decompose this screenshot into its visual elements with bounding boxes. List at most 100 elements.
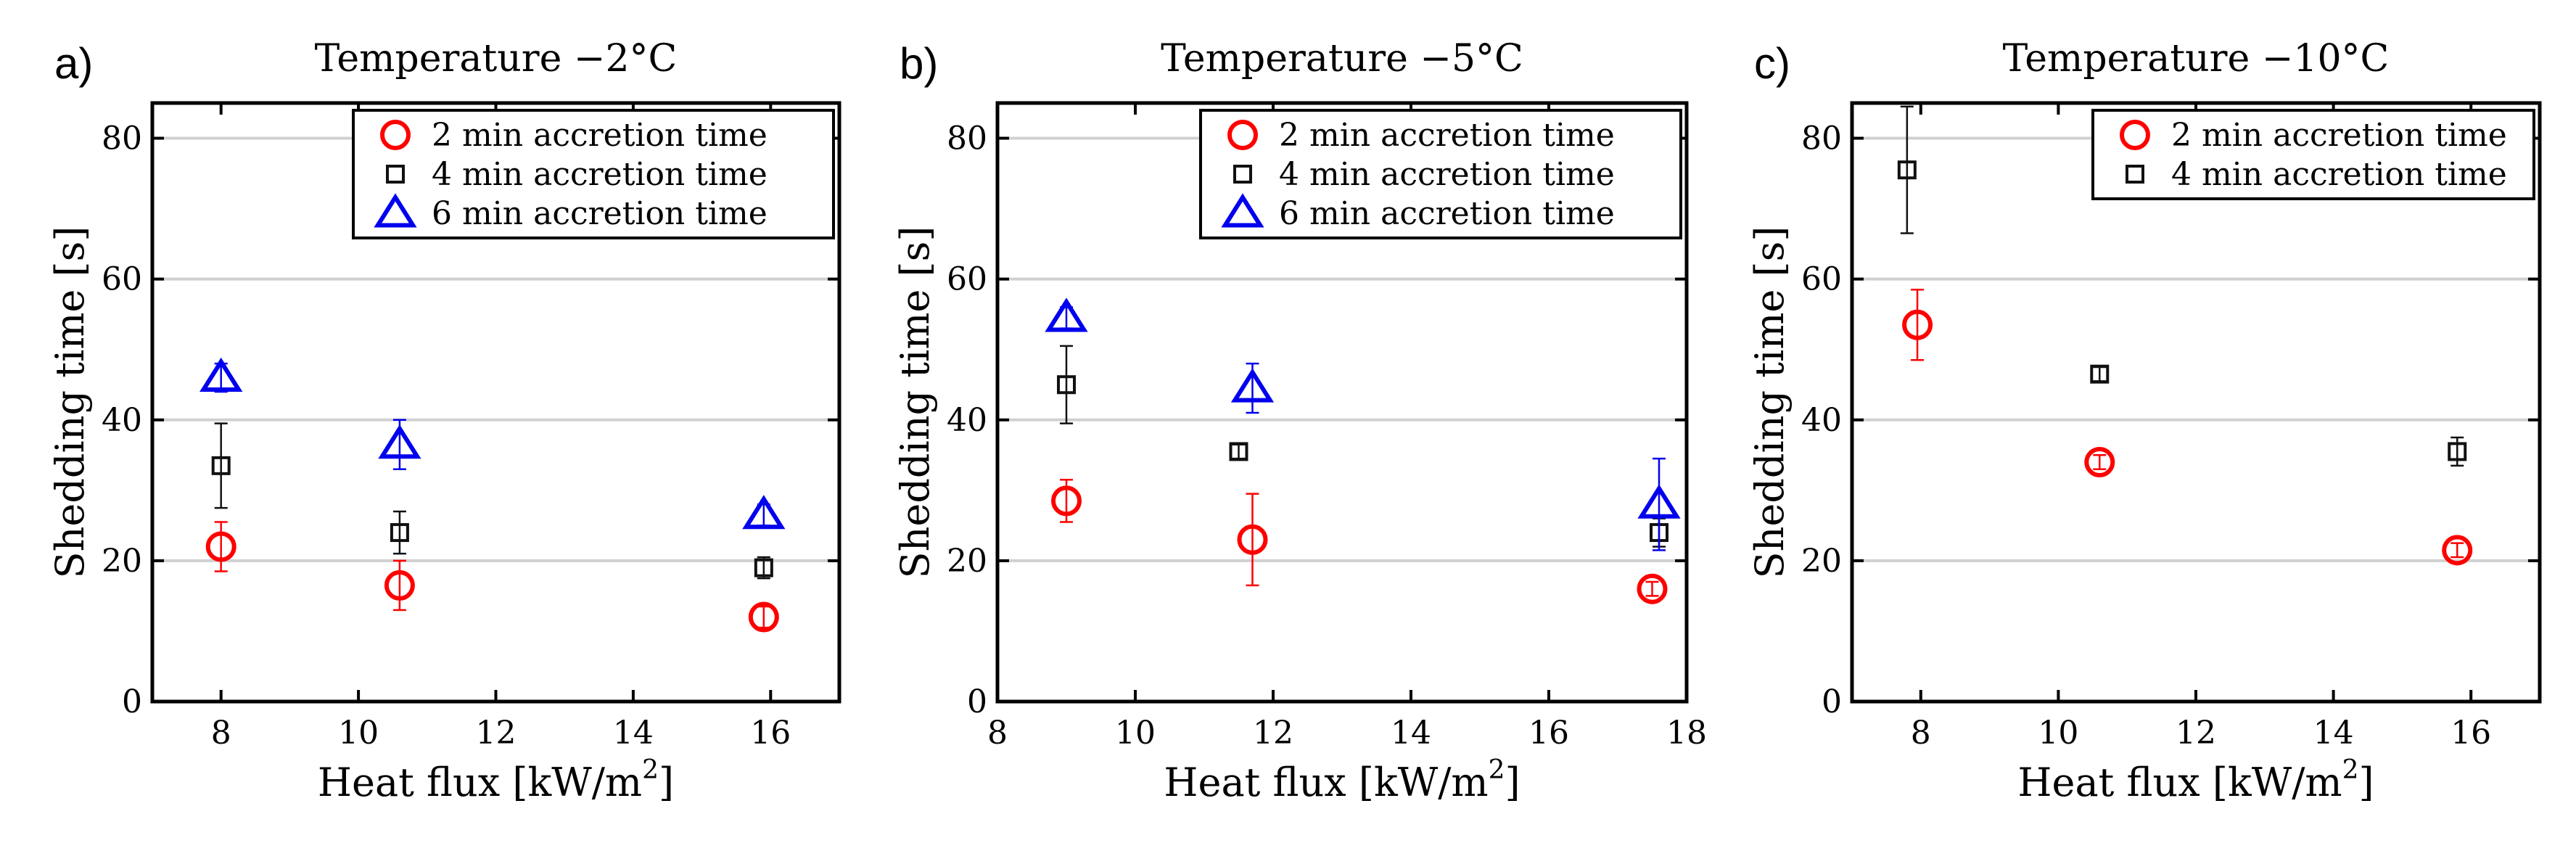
data-point bbox=[1637, 573, 1668, 604]
x-axis-label-tail: ] bbox=[2359, 760, 2374, 805]
y-tick-label: 40 bbox=[102, 402, 142, 439]
x-tick-label: 10 bbox=[338, 715, 379, 752]
series-2 bbox=[1057, 345, 1668, 548]
legend-marker bbox=[2120, 120, 2150, 150]
plot-frame bbox=[995, 101, 1689, 704]
legend-marker bbox=[1221, 193, 1264, 228]
series-2 bbox=[211, 422, 773, 580]
y-tick-label: 40 bbox=[947, 402, 987, 439]
chart-title: Temperature −10°C bbox=[2003, 37, 2390, 81]
x-tick-label: 14 bbox=[1391, 715, 1431, 752]
legend-label: 4 min accretion time bbox=[432, 156, 768, 193]
x-tick-label: 16 bbox=[1528, 715, 1569, 752]
data-point bbox=[2448, 442, 2467, 461]
y-tick-label: 60 bbox=[102, 261, 142, 298]
y-tick-label: 0 bbox=[967, 683, 987, 720]
y-tick-label: 80 bbox=[102, 120, 142, 157]
x-tick-label: 16 bbox=[750, 715, 791, 752]
x-axis-label-main: Heat flux [kW/m bbox=[2017, 760, 2342, 805]
legend-marker bbox=[380, 120, 411, 150]
data-point bbox=[211, 456, 231, 475]
data-point bbox=[1237, 524, 1268, 555]
x-axis-label-sup: 2 bbox=[642, 755, 659, 785]
y-tick-label: 40 bbox=[1801, 402, 1842, 439]
x-tick-label: 14 bbox=[2313, 715, 2354, 752]
legend-label: 6 min accretion time bbox=[1279, 195, 1615, 232]
legend-box bbox=[2091, 109, 2535, 200]
chart-panel-2: 8 10 12 14 16 18 0 20 40 60 80 2 min accretion time… bbox=[892, 37, 1707, 805]
x-tick-label: 14 bbox=[613, 715, 654, 752]
data-point bbox=[199, 357, 243, 392]
data-point bbox=[384, 570, 415, 601]
legend-box bbox=[1199, 109, 1682, 239]
chart-title: Temperature −2°C bbox=[315, 37, 678, 81]
series-3 bbox=[1045, 297, 1681, 551]
plot-frame bbox=[150, 101, 841, 704]
series-2 bbox=[1897, 105, 2467, 467]
legend-label: 6 min accretion time bbox=[432, 195, 768, 232]
series-1 bbox=[205, 521, 779, 633]
y-tick-label: 80 bbox=[947, 120, 987, 157]
legend-label: 2 min accretion time bbox=[432, 117, 768, 154]
data-point bbox=[1902, 309, 1933, 340]
x-axis-label-main: Heat flux [kW/m bbox=[1164, 760, 1488, 805]
legend-box bbox=[352, 109, 835, 239]
data-point bbox=[2442, 535, 2473, 566]
chart-panel-3: 8 10 12 14 16 0 20 40 60 80 2 min accretion time4 … bbox=[1747, 37, 2542, 805]
y-tick-label: 0 bbox=[1822, 683, 1842, 720]
legend-label: 4 min accretion time bbox=[2171, 156, 2507, 193]
legend-label: 4 min accretion time bbox=[1279, 156, 1615, 193]
data-point bbox=[1057, 375, 1076, 395]
y-axis-label: Shedding time [s] bbox=[47, 226, 93, 579]
legend-label: 2 min accretion time bbox=[2171, 117, 2507, 154]
x-tick-label: 16 bbox=[2451, 715, 2491, 752]
y-tick-label: 60 bbox=[947, 261, 987, 298]
y-tick-label: 20 bbox=[102, 543, 142, 580]
legend-marker bbox=[386, 165, 405, 184]
x-axis-label: Heat flux [kW/m2] bbox=[318, 755, 674, 805]
data-point bbox=[378, 424, 421, 459]
panel-label: a) bbox=[54, 39, 93, 88]
data-point bbox=[390, 523, 409, 543]
x-tick-label: 8 bbox=[1911, 715, 1931, 752]
x-tick-label: 12 bbox=[476, 715, 517, 752]
legend-marker bbox=[2126, 165, 2144, 184]
series-3 bbox=[199, 357, 786, 530]
chart-title: Temperature −5°C bbox=[1161, 37, 1523, 81]
x-axis-label-main: Heat flux [kW/m bbox=[318, 760, 642, 805]
data-point bbox=[748, 601, 779, 633]
data-point bbox=[205, 531, 236, 562]
data-point bbox=[1229, 442, 1248, 461]
x-tick-label: 12 bbox=[1253, 715, 1293, 752]
plot-frame bbox=[1850, 101, 2542, 704]
data-point bbox=[754, 558, 773, 577]
legend-marker bbox=[1227, 120, 1258, 150]
data-point bbox=[2090, 364, 2110, 384]
x-axis-label: Heat flux [kW/m2] bbox=[1164, 755, 1520, 805]
data-point bbox=[1897, 160, 1917, 180]
panel-label: b) bbox=[900, 39, 938, 88]
x-tick-label: 10 bbox=[2038, 715, 2078, 752]
y-tick-label: 60 bbox=[1801, 261, 1842, 298]
data-point bbox=[1230, 368, 1275, 403]
y-tick-label: 80 bbox=[1801, 120, 1842, 157]
data-point bbox=[1045, 297, 1088, 332]
y-axis-label: Shedding time [s] bbox=[892, 226, 938, 579]
x-tick-label: 18 bbox=[1666, 715, 1707, 752]
chart-panel-1: 8 10 12 14 16 0 20 40 60 80 2 min accretion time4 … bbox=[47, 37, 841, 805]
series-1 bbox=[1902, 288, 2473, 566]
legend-marker bbox=[374, 193, 417, 228]
y-tick-label: 0 bbox=[122, 683, 142, 720]
data-point bbox=[742, 495, 786, 530]
y-tick-label: 20 bbox=[1801, 543, 1842, 580]
x-tick-label: 8 bbox=[211, 715, 231, 752]
x-axis-label-tail: ] bbox=[1505, 760, 1521, 805]
x-tick-label: 8 bbox=[987, 715, 1008, 752]
x-axis-label: Heat flux [kW/m2] bbox=[2017, 755, 2374, 805]
data-point bbox=[1051, 485, 1082, 517]
series-1 bbox=[1051, 479, 1668, 604]
legend-marker bbox=[1233, 165, 1252, 184]
data-point bbox=[1637, 484, 1681, 519]
